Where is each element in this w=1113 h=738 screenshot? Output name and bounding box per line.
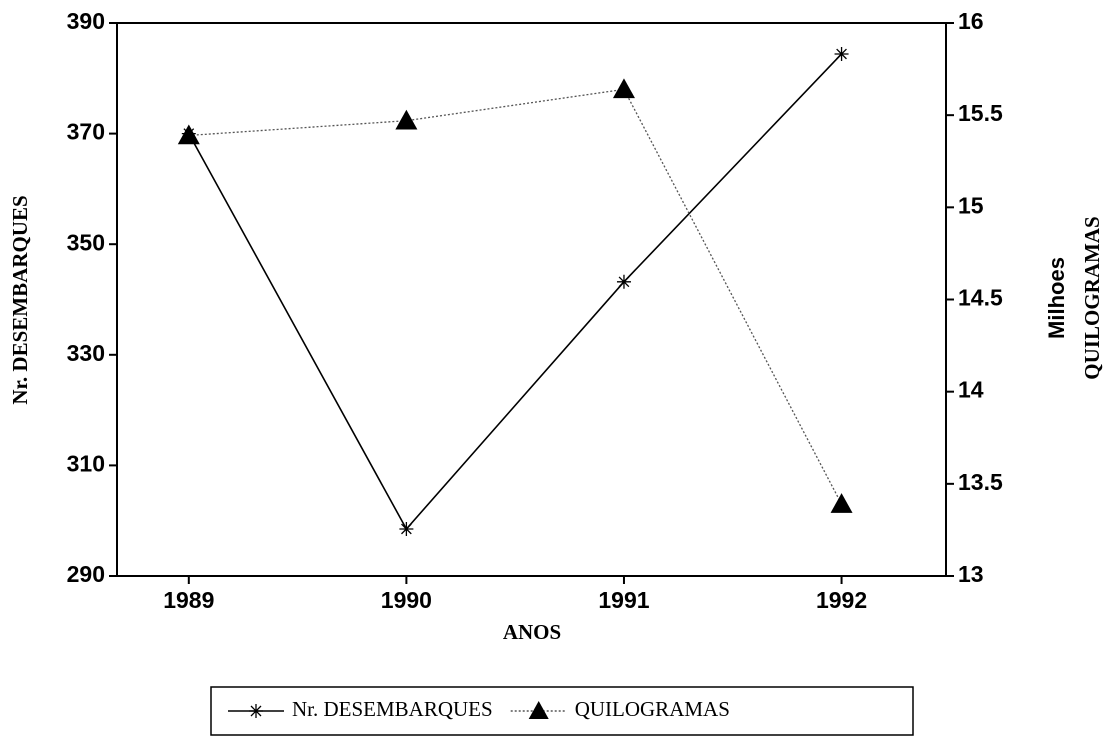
y2-tick-label: 13 xyxy=(958,561,984,587)
series-line xyxy=(188,88,843,505)
series-line xyxy=(188,53,843,531)
y-tick-label: 370 xyxy=(67,119,105,145)
y2-tick-label: 15 xyxy=(958,192,984,218)
y2-unit-label: Milhoes xyxy=(1044,257,1069,339)
y2-tick-label: 14.5 xyxy=(958,285,1003,311)
point xyxy=(177,124,200,145)
y-tick-label: 330 xyxy=(67,340,105,366)
y2-tick-label: 13.5 xyxy=(958,469,1003,495)
point xyxy=(612,78,635,99)
y2-tick-label: 16 xyxy=(958,8,984,34)
y2-axis-label: QUILOGRAMAS xyxy=(1080,216,1104,379)
y-tick-label: 350 xyxy=(67,229,105,255)
legend-marker xyxy=(249,704,263,718)
point xyxy=(830,493,853,513)
y-tick-label: 310 xyxy=(67,450,105,476)
point xyxy=(834,46,849,61)
point xyxy=(395,109,418,130)
legend-box xyxy=(210,686,914,736)
y-tick-label: 290 xyxy=(67,561,105,587)
x-tick-label: 1990 xyxy=(381,587,432,613)
point xyxy=(616,274,631,289)
y-tick-label: 390 xyxy=(67,8,105,34)
legend-label: QUILOGRAMAS xyxy=(575,697,730,721)
plot-frame xyxy=(116,22,947,577)
x-tick-label: 1991 xyxy=(598,587,649,613)
x-tick-label: 1989 xyxy=(163,587,214,613)
legend-marker xyxy=(528,701,549,719)
point xyxy=(399,521,414,536)
legend-label: Nr. DESEMBARQUES xyxy=(292,697,493,721)
x-tick-label: 1992 xyxy=(816,587,867,613)
y2-tick-label: 15.5 xyxy=(958,100,1003,126)
x-axis-label: ANOS xyxy=(503,620,561,644)
y-axis-label: Nr. DESEMBARQUES xyxy=(8,195,32,404)
y2-tick-label: 14 xyxy=(958,377,984,403)
